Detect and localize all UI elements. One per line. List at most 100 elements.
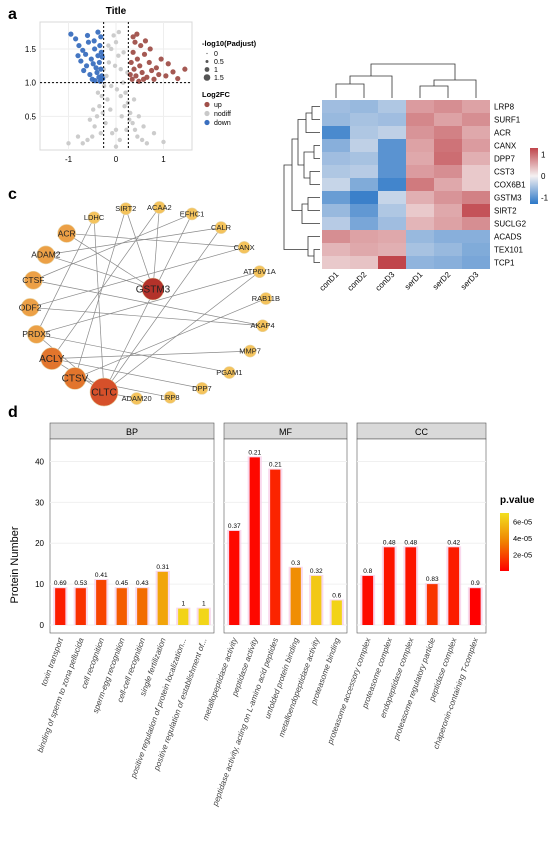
network-node (223, 366, 236, 379)
volcano-point-down (96, 59, 102, 66)
network-node-label: EFHC1 (180, 209, 205, 218)
volcano-point-nodiff (151, 130, 157, 136)
volcano-point-nodiff (113, 127, 119, 132)
bar-data-label: 1 (181, 601, 185, 608)
network-edge (93, 217, 105, 393)
bar-data-label: 0.37 (228, 523, 241, 530)
volcano-x-tick-label: 1 (161, 155, 166, 164)
heatmap-cell (434, 230, 462, 243)
bar-data-label: 0.32 (310, 568, 323, 575)
heatmap-legend-tick-label: 1 (541, 150, 546, 159)
heatmap-cell (378, 230, 406, 243)
network-node (253, 265, 266, 279)
volcano-point-nodiff (109, 83, 114, 89)
heatmap-cell (434, 165, 462, 178)
bar-MF-1 (249, 457, 260, 625)
volcano-point-nodiff (116, 29, 122, 35)
volcano-point-nodiff (110, 130, 115, 136)
network-edge (45, 227, 222, 256)
heatmap-row-dendrogram (291, 138, 302, 211)
bar-data-label: 0.3 (291, 560, 300, 567)
heatmap-row-label: CST3 (494, 168, 515, 177)
bar-MF-5 (331, 600, 342, 625)
heatmap-cell (406, 165, 434, 178)
volcano-point-down (68, 31, 74, 37)
volcano-point-up (138, 42, 144, 49)
heatmap-cell (434, 204, 462, 217)
volcano-point-nodiff (122, 104, 127, 109)
network-node (237, 241, 251, 254)
volcano-point-nodiff (118, 93, 123, 99)
network-node (119, 202, 133, 216)
network-edge (45, 254, 154, 290)
heatmap-cell (462, 165, 490, 178)
heatmap-row-label: ACR (494, 129, 511, 138)
heatmap-cell (378, 139, 406, 152)
network-node (57, 224, 76, 243)
network-node-label: MMP7 (239, 347, 261, 356)
volcano-point-up (139, 69, 145, 76)
volcano-point-nodiff (120, 80, 126, 85)
volcano-point-nodiff (104, 73, 109, 79)
heatmap-cell (434, 139, 462, 152)
volcano-point-nodiff (139, 137, 145, 143)
volcano-color-legend-label: down (214, 120, 231, 127)
bar-data-label: 0.21 (248, 449, 261, 456)
heatmap-cell (378, 178, 406, 191)
volcano-point-up (133, 73, 139, 79)
heatmap-legend-tick-label: 0 (541, 172, 546, 181)
volcano-point-up (153, 65, 159, 71)
bar-CC-5 (469, 588, 481, 625)
bar-BP-2 (96, 580, 107, 625)
bar-data-label: 0.9 (471, 580, 480, 587)
volcano-point-down (92, 78, 98, 84)
volcano-point-up (134, 56, 140, 62)
network-edge (74, 378, 171, 398)
volcano-point-nodiff (106, 43, 111, 48)
bar-BP-7 (198, 608, 209, 625)
volcano-point-nodiff (92, 124, 97, 129)
heatmap-cell (350, 126, 378, 139)
heatmap-cell (434, 217, 462, 230)
heatmap-row-label: LRP8 (494, 103, 515, 112)
bar-CC-0 (362, 575, 374, 625)
volcano-point-down (75, 53, 81, 59)
heatmap-cell (350, 256, 378, 269)
bar-facet-title: MF (279, 427, 292, 437)
network-node (87, 211, 101, 224)
volcano-point-up (170, 69, 176, 75)
heatmap-cell (434, 178, 462, 191)
heatmap-cell (378, 243, 406, 256)
volcano-y-tick-label: 1.0 (25, 79, 37, 88)
network-node (141, 277, 165, 301)
heatmap-row-label: SURF1 (494, 116, 521, 125)
heatmap-row-label: TCP1 (494, 259, 515, 268)
heatmap-cell (322, 204, 350, 217)
network-edge (51, 358, 203, 389)
volcano-point-nodiff (109, 46, 114, 52)
volcano-point-nodiff (128, 110, 133, 116)
heatmap-cell (406, 126, 434, 139)
heatmap-cell (462, 256, 490, 269)
volcano-point-nodiff (113, 40, 119, 45)
volcano-point-down (98, 34, 104, 40)
heatmap-cell (378, 152, 406, 165)
volcano-size-legend-title: -log10(Padjust) (202, 39, 257, 48)
network-edge (125, 208, 154, 290)
volcano-point-nodiff (103, 120, 108, 126)
heatmap-cell (378, 217, 406, 230)
volcano-point-nodiff (105, 97, 110, 102)
volcano-point-nodiff (136, 114, 141, 119)
volcano-color-legend-label: nodiff (214, 111, 231, 118)
network-node-label: CTSF (22, 275, 44, 285)
heatmap-row-label: SIRT2 (494, 207, 517, 216)
heatmap-row-label: SUCLG2 (494, 220, 527, 229)
volcano-point-up (165, 61, 171, 67)
panel-letter-d: d (8, 404, 18, 421)
network-node (40, 347, 64, 370)
volcano-point-up (158, 56, 164, 62)
network-node (214, 221, 228, 234)
volcano-point-down (80, 47, 86, 53)
volcano-y-tick-label: 1.5 (25, 45, 37, 54)
network-node-label: LRP8 (161, 393, 180, 402)
